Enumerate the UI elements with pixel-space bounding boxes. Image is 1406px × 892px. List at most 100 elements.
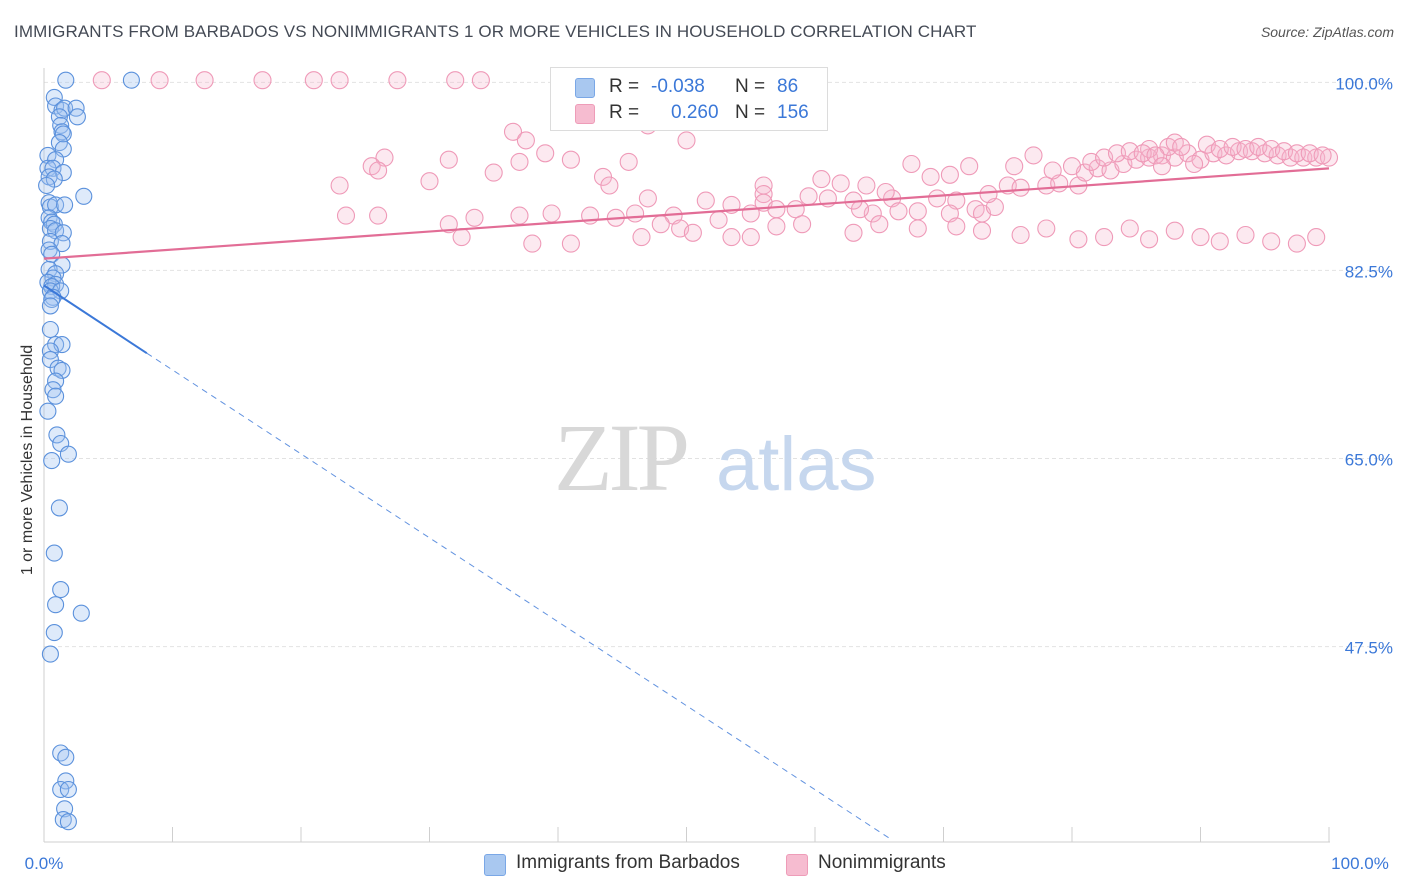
barbados-point [53, 361, 71, 379]
legend-n-value: 156 [777, 102, 809, 123]
nonimmigrants-point [857, 176, 876, 195]
nonimmigrants-point [683, 223, 702, 242]
nonimmigrants-point [889, 202, 908, 221]
nonimmigrants-point [1172, 137, 1191, 156]
legend-r-value: -0.038 [651, 76, 705, 97]
nonimmigrants-point [92, 71, 111, 90]
nonimmigrants-point [619, 152, 638, 171]
barbados-point [41, 342, 59, 360]
legend-r-label: R = [609, 102, 640, 123]
trend-lines [43, 167, 1330, 841]
nonimmigrants-point [902, 154, 921, 174]
barbados-point [52, 581, 70, 599]
barbados-point [45, 544, 63, 562]
barbados-trend-solid [43, 284, 148, 355]
barbados-points [38, 71, 140, 831]
nonimmigrants-point [253, 71, 272, 90]
nonimmigrants-point [947, 217, 966, 236]
y-tick-label: 100.0% [1335, 74, 1393, 93]
nonimmigrants-point [484, 163, 503, 182]
nonimmigrants-point [908, 219, 927, 238]
nonimmigrants-point [510, 152, 529, 171]
nonimmigrants-point [1069, 230, 1088, 249]
barbados-point [57, 748, 75, 766]
nonimmigrants-point [561, 150, 580, 169]
nonimmigrants-point [471, 71, 490, 90]
nonimmigrants-point [503, 122, 523, 141]
nonimmigrants-point [921, 167, 940, 186]
nonimmigrants-point [831, 174, 850, 193]
nonimmigrants-point [510, 206, 529, 225]
barbados-point [54, 224, 72, 242]
nonimmigrants-point [786, 200, 805, 219]
watermark-atlas: atlas [716, 422, 877, 507]
nonimmigrants-point [561, 234, 580, 253]
nonimmigrants-point [1095, 228, 1114, 247]
nonimmigrants-point [465, 208, 484, 227]
legend-n-value: 86 [777, 76, 799, 97]
nonimmigrants-point [979, 185, 998, 204]
nonimmigrants-points [92, 71, 1339, 253]
nonimmigrants-point [1024, 146, 1043, 165]
legend-swatch-blue [575, 78, 595, 98]
nonimmigrants-point [1152, 157, 1172, 176]
nonimmigrants-point [1005, 157, 1024, 176]
nonimmigrants-point [536, 144, 555, 163]
nonimmigrants-point [542, 204, 561, 223]
barbados-point [43, 452, 61, 470]
bottom-legend: Immigrants from Barbados Nonimmigrants [0, 852, 1406, 878]
nonimmigrants-point [1062, 157, 1082, 176]
nonimmigrants-point [1037, 219, 1056, 238]
barbados-point [68, 108, 86, 126]
nonimmigrants-point [844, 223, 863, 242]
nonimmigrants-point [1191, 228, 1210, 247]
nonimmigrants-point [1146, 146, 1165, 165]
barbados-point [45, 624, 63, 642]
source-credit: Source: ZipAtlas.com [1260, 24, 1394, 40]
legend-swatch-pink [786, 854, 808, 876]
barbados-point [41, 297, 59, 315]
legend-r-value: 0.260 [671, 102, 719, 123]
nonimmigrants-point [741, 228, 760, 247]
nonimmigrants-point [439, 215, 458, 234]
nonimmigrants-point [388, 71, 407, 90]
legend-n-label: N = [735, 76, 766, 97]
x-tick-label: 0.0% [25, 854, 64, 873]
barbados-point [39, 159, 57, 177]
legend-r-label: R = [609, 76, 640, 97]
barbados-point [50, 108, 68, 126]
stats-legend: R = -0.038 N = 86 R = 0.260 N = 156 [550, 67, 828, 131]
nonimmigrants-point [1307, 228, 1326, 247]
nonimmigrants-point [1140, 230, 1159, 249]
nonimmigrants-point [1210, 232, 1229, 251]
nonimmigrants-point [876, 182, 895, 202]
barbados-point [50, 499, 68, 517]
nonimmigrants-point [626, 204, 645, 223]
nonimmigrants-point [600, 176, 619, 195]
nonimmigrants-point [696, 191, 715, 210]
barbados-point [47, 387, 65, 405]
barbados-point [59, 780, 77, 799]
barbados-point [45, 88, 63, 106]
watermark-zip: ZIP [554, 404, 687, 511]
barbados-point [44, 159, 62, 177]
nonimmigrants-point [812, 170, 831, 189]
nonimmigrants-point [677, 131, 696, 150]
nonimmigrants-point [1262, 232, 1281, 251]
legend-label: Immigrants from Barbados [516, 852, 740, 873]
nonimmigrants-point [1120, 219, 1139, 238]
tick-labels: 100.0% 82.5% 65.0% 47.5% 0.0% 100.0% [25, 74, 1393, 873]
nonimmigrants-point [336, 206, 356, 225]
nonimmigrants-point [972, 221, 992, 240]
nonimmigrants-point [420, 172, 439, 191]
nonimmigrants-point [369, 161, 388, 180]
barbados-point [48, 426, 66, 444]
nonimmigrants-point [330, 176, 349, 195]
nonimmigrants-point [940, 165, 959, 184]
legend-swatch-blue [484, 854, 506, 876]
barbados-point [56, 196, 74, 214]
nonimmigrants-point [1011, 178, 1030, 197]
nonimmigrants-point [150, 71, 169, 90]
barbados-point [43, 213, 61, 231]
